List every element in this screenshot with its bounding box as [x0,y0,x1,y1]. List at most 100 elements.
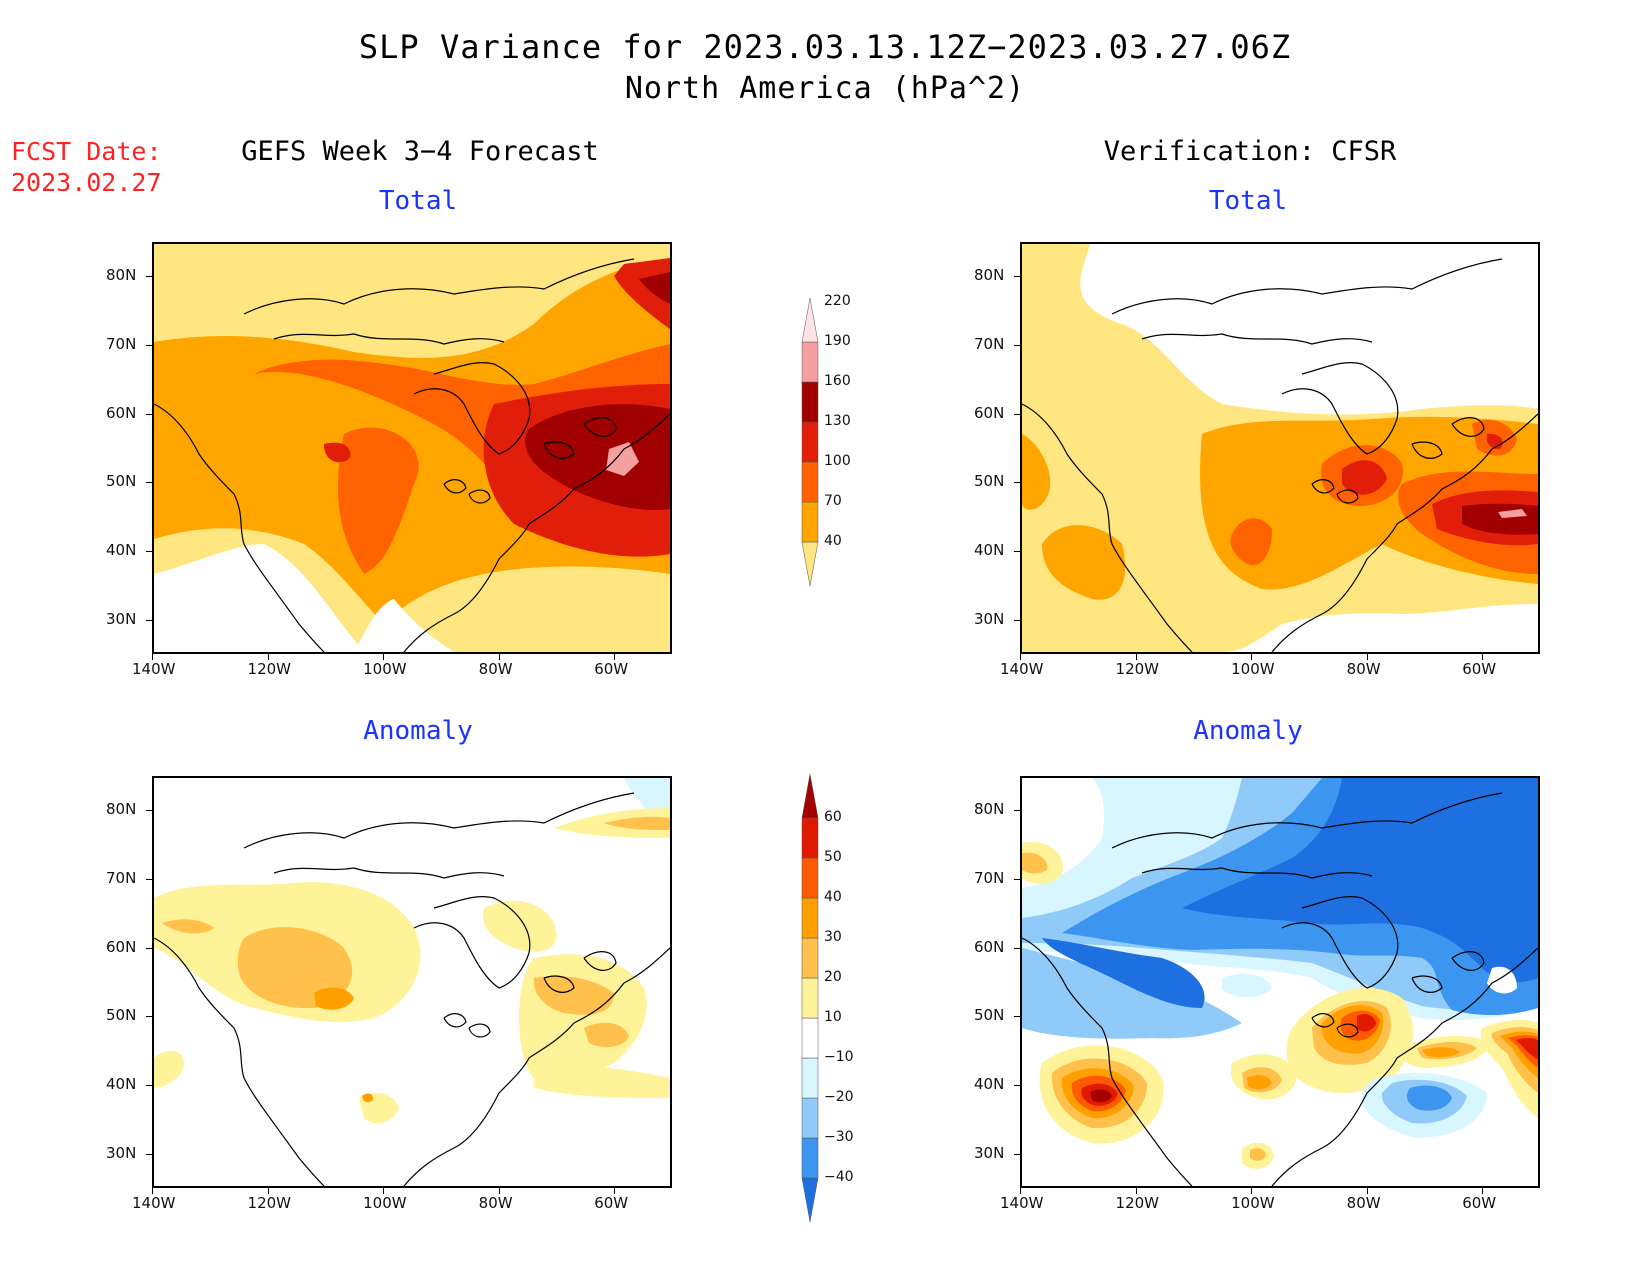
lon-tick-mark [267,654,269,660]
lat-tick-mark [1014,810,1020,812]
lon-tick-mark [267,1188,269,1194]
lon-tick-mark [498,654,500,660]
colorbar-label: −40 [824,1169,854,1185]
lon-tick-label: 80W [1346,1194,1381,1212]
lon-tick-label: 80W [478,660,513,678]
lat-tick-label: 50N [106,472,137,491]
lon-tick-mark [383,654,385,660]
colorbar-swatch [801,1137,819,1179]
lat-tick-label: 30N [106,1143,137,1162]
map-verification-total [1020,242,1540,654]
coastline-outline [154,258,670,652]
lat-tick-label: 80N [974,800,1005,819]
lat-tick-mark [146,413,152,415]
lat-tick-mark [1014,1153,1020,1155]
colorbar-swatch [801,381,819,423]
lat-tick-mark [146,551,152,552]
lat-tick-label: 70N [106,869,137,887]
lat-tick-label: 60N [106,937,137,956]
colorbar-label: −20 [824,1089,854,1105]
lat-tick-mark [1014,1016,1020,1018]
colorbar-swatch [801,977,819,1019]
lat-tick-label: 70N [106,335,137,353]
colorbar-swatch [801,897,819,939]
colorbar-swatch [801,817,819,859]
lon-tick-label: 60W [1462,660,1497,678]
colorbar-anomaly: −40 −30 −20 −10 10 20 30 40 50 60 [800,758,880,1223]
lon-tick-mark [614,654,616,660]
lon-tick-label: 120W [1115,1194,1160,1212]
lat-tick-mark [1014,619,1020,621]
colorbar-swatch [801,297,819,343]
colorbar-swatch [801,421,819,463]
lat-tick-mark [1014,1085,1020,1086]
lon-tick-label: 100W [1231,1194,1275,1212]
colorbar-label: 190 [824,333,851,349]
lon-tick-label: 140W [132,660,176,678]
lat-tick-mark [146,619,152,621]
lat-tick-mark [146,810,152,812]
lon-tick-mark [1251,1188,1253,1194]
lon-tick-label: 80W [478,1194,513,1212]
colorbar-label: 40 [824,533,842,549]
colorbar-label: 130 [824,413,851,429]
lat-tick-label: 30N [106,609,137,628]
lat-tick-mark [146,1085,152,1086]
colorbar-label: 40 [824,889,842,905]
lat-tick-label: 40N [106,1075,137,1093]
right-column-heading: Verification: CFSR [1103,136,1397,167]
lon-tick-mark [1135,654,1137,660]
lat-tick-mark [146,276,152,278]
lon-tick-label: 140W [1000,660,1044,678]
lat-tick-label: 60N [974,403,1005,422]
colorbar-swatch [801,937,819,979]
panel-title-verification-anomaly: Anomaly [1193,716,1303,746]
lon-tick-mark [1482,654,1484,660]
panel-title-forecast-anomaly: Anomaly [363,716,473,746]
lat-tick-label: 70N [974,869,1005,887]
lat-tick-label: 40N [974,1075,1005,1093]
lon-tick-mark [1251,654,1253,660]
lat-tick-label: 70N [974,335,1005,353]
figure-subtitle: North America (hPa^2) [624,71,1026,106]
lon-tick-mark [1135,1188,1137,1194]
colorbar-label: 20 [824,969,842,985]
lat-tick-label: 40N [106,541,137,559]
lat-tick-label: 60N [106,403,137,422]
lon-tick-mark [1020,1188,1021,1194]
lon-tick-label: 100W [363,660,407,678]
lat-tick-label: 80N [974,266,1005,285]
lon-tick-label: 120W [247,660,292,678]
coastline-outline [1022,792,1538,1186]
colorbar-label: 160 [824,373,851,389]
lon-tick-label: 60W [594,1194,629,1212]
lon-tick-mark [152,1188,153,1194]
lon-tick-mark [152,654,153,660]
lon-tick-mark [498,1188,500,1194]
colorbar-swatch [801,1177,819,1223]
map-forecast-total [152,242,672,654]
lon-tick-label: 80W [1346,660,1381,678]
lat-tick-mark [1014,276,1020,278]
lon-tick-mark [1482,1188,1484,1194]
lat-tick-label: 80N [106,800,137,819]
lon-tick-label: 120W [1115,660,1160,678]
colorbar-label: 220 [824,293,851,309]
panel-title-verification-total: Total [1208,186,1288,216]
coastline-outline [154,792,670,1186]
colorbar-label: 30 [824,929,842,945]
lon-tick-label: 140W [132,1194,176,1212]
left-column-heading: GEFS Week 3−4 Forecast [241,136,599,167]
colorbar-swatch [801,773,819,819]
colorbar-label: 50 [824,849,842,865]
colorbar-label: 70 [824,493,842,509]
lat-tick-label: 30N [974,609,1005,628]
forecast-date-block: FCST Date: 2023.02.27 [11,136,162,198]
lat-tick-mark [146,345,152,346]
colorbar-swatch [801,1017,819,1059]
colorbar-label: 100 [824,453,851,469]
lon-tick-mark [383,1188,385,1194]
colorbar-swatch [801,1097,819,1139]
colorbar-swatch [801,461,819,503]
lon-tick-label: 60W [594,660,629,678]
